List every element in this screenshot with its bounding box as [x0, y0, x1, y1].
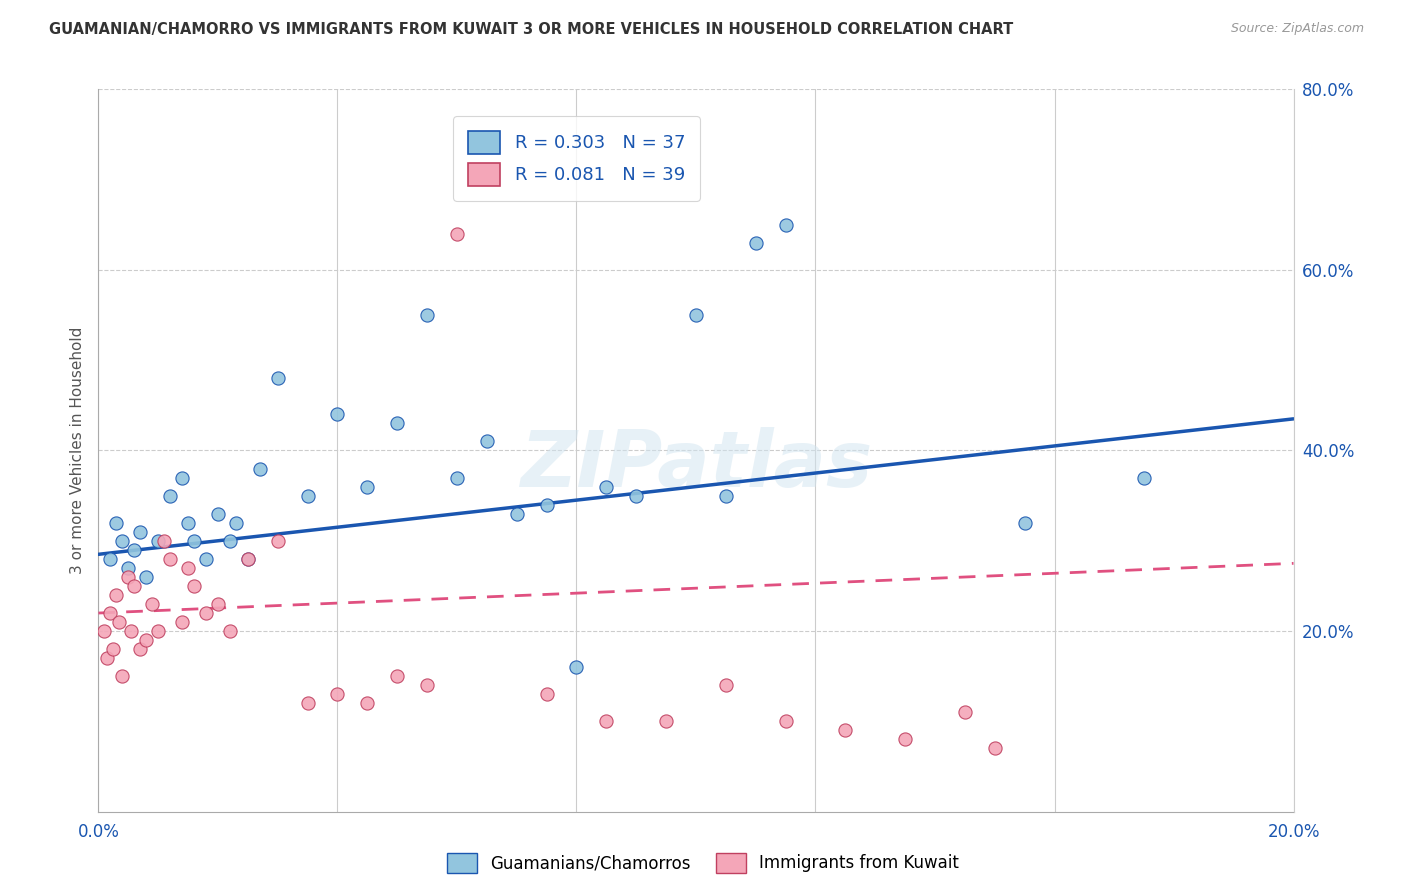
Point	[207, 507, 229, 521]
Point	[745, 235, 768, 250]
Point	[105, 588, 128, 602]
Point	[356, 480, 378, 494]
Point	[98, 551, 122, 566]
Point	[117, 561, 139, 575]
Point	[685, 308, 707, 322]
Point	[536, 687, 558, 701]
Point	[267, 371, 290, 385]
Point	[714, 489, 737, 503]
Point	[416, 308, 439, 322]
Point	[595, 480, 617, 494]
Point	[177, 516, 200, 530]
Point	[655, 714, 678, 729]
Point	[506, 507, 529, 521]
Point	[195, 551, 218, 566]
Point	[93, 624, 115, 639]
Point	[714, 678, 737, 692]
Text: GUAMANIAN/CHAMORRO VS IMMIGRANTS FROM KUWAIT 3 OR MORE VEHICLES IN HOUSEHOLD COR: GUAMANIAN/CHAMORRO VS IMMIGRANTS FROM KU…	[49, 22, 1014, 37]
Point	[297, 489, 319, 503]
Point	[1014, 516, 1036, 530]
Point	[159, 551, 181, 566]
Point	[148, 624, 170, 639]
Point	[105, 516, 128, 530]
Point	[356, 696, 378, 710]
Point	[834, 723, 856, 738]
Point	[446, 227, 468, 241]
Point	[159, 489, 181, 503]
Point	[236, 551, 259, 566]
Point	[148, 533, 170, 548]
Point	[1133, 470, 1156, 484]
Point	[195, 606, 218, 620]
Y-axis label: 3 or more Vehicles in Household: 3 or more Vehicles in Household	[69, 326, 84, 574]
Point	[108, 615, 131, 629]
Point	[129, 524, 152, 539]
Point	[98, 606, 122, 620]
Point	[775, 218, 797, 232]
Point	[219, 624, 242, 639]
Point	[124, 542, 146, 557]
Point	[595, 714, 617, 729]
Point	[297, 696, 319, 710]
Point	[96, 651, 118, 665]
Point	[141, 597, 163, 611]
Point	[626, 489, 648, 503]
Point	[183, 579, 205, 593]
Point	[124, 579, 146, 593]
Point	[446, 470, 468, 484]
Point	[153, 533, 176, 548]
Point	[103, 642, 125, 657]
Point	[219, 533, 242, 548]
Point	[953, 706, 976, 720]
Point	[172, 615, 194, 629]
Text: Source: ZipAtlas.com: Source: ZipAtlas.com	[1230, 22, 1364, 36]
Point	[236, 551, 259, 566]
Point	[385, 669, 409, 683]
Legend: R = 0.303   N = 37, R = 0.081   N = 39: R = 0.303 N = 37, R = 0.081 N = 39	[453, 116, 700, 201]
Point	[225, 516, 247, 530]
Point	[475, 434, 498, 449]
Point	[183, 533, 205, 548]
Point	[326, 687, 349, 701]
Point	[135, 570, 157, 584]
Point	[135, 633, 157, 648]
Point	[249, 461, 271, 475]
Point	[565, 660, 588, 674]
Point	[416, 678, 439, 692]
Point	[326, 407, 349, 421]
Point	[129, 642, 152, 657]
Point	[267, 533, 290, 548]
Point	[775, 714, 797, 729]
Point	[120, 624, 142, 639]
Point	[111, 533, 134, 548]
Point	[207, 597, 229, 611]
Text: ZIPatlas: ZIPatlas	[520, 427, 872, 503]
Legend: Guamanians/Chamorros, Immigrants from Kuwait: Guamanians/Chamorros, Immigrants from Ku…	[440, 847, 966, 880]
Point	[111, 669, 134, 683]
Point	[894, 732, 917, 747]
Point	[385, 417, 409, 431]
Point	[117, 570, 139, 584]
Point	[536, 498, 558, 512]
Point	[984, 741, 1007, 756]
Point	[177, 561, 200, 575]
Point	[172, 470, 194, 484]
